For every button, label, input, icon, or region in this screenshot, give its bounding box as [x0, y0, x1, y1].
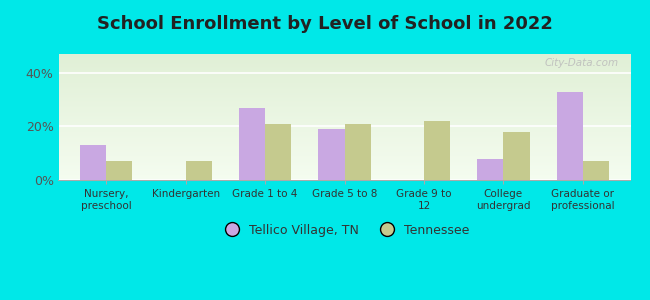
Bar	[239, 108, 265, 180]
Text: School Enrollment by Level of School in 2022: School Enrollment by Level of School in …	[97, 15, 553, 33]
Bar	[583, 161, 609, 180]
Bar	[265, 124, 291, 180]
Text: City-Data.com: City-Data.com	[545, 58, 619, 68]
Bar	[344, 124, 370, 180]
Legend: Tellico Village, TN, Tennessee: Tellico Village, TN, Tennessee	[214, 219, 474, 242]
Bar	[80, 145, 106, 180]
Bar	[503, 132, 530, 180]
Bar	[556, 92, 583, 180]
Bar	[186, 161, 212, 180]
Bar	[424, 121, 450, 180]
Bar	[318, 129, 344, 180]
Bar	[106, 161, 133, 180]
Bar	[477, 159, 503, 180]
